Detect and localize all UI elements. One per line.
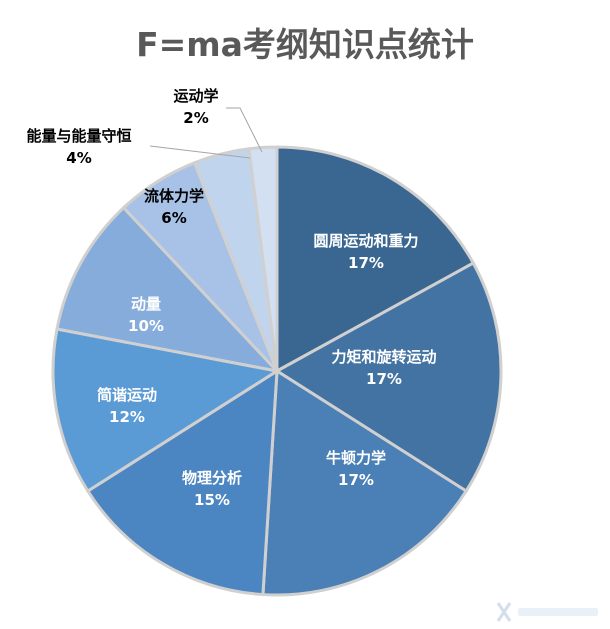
slice-label-name: 动量 (131, 295, 161, 313)
slice-label-value: 15% (194, 491, 230, 509)
leader-line-8 (149, 145, 251, 159)
slice-label-value: 17% (366, 370, 402, 388)
slice-label-name: 牛顿力学 (326, 449, 386, 467)
slice-label-6: 动量 10% (128, 295, 164, 335)
slice-label-name: 运动学 (173, 87, 218, 105)
pie-slice-6 (55, 206, 279, 373)
slice-label-8: 能量与能量守恒 4% (26, 127, 131, 167)
watermark-logo (496, 602, 598, 622)
pie-slice-4 (86, 369, 279, 597)
slice-label-2: 力矩和旋转运动 17% (331, 348, 436, 388)
slice-label-value: 17% (338, 471, 374, 489)
slice-labels: 圆周运动和重力 17% 力矩和旋转运动 17% 牛顿力学 17% 物理分析 15% 简谐运动 12… (26, 87, 436, 509)
slice-label-value: 10% (128, 317, 164, 335)
slice-label-name: 能量与能量守恒 (26, 127, 131, 145)
slice-label-value: 4% (66, 149, 91, 167)
chart-title: F=ma考纲知识点统计 (136, 25, 474, 64)
slice-label-name: 圆周运动和重力 (313, 232, 418, 250)
slice-label-value: 17% (348, 254, 384, 272)
slice-label-7: 流体力学 6% (144, 187, 204, 227)
slice-label-3: 牛顿力学 17% (326, 449, 386, 489)
pie-slices (51, 145, 503, 597)
slice-label-name: 简谐运动 (97, 386, 157, 404)
slice-label-9: 运动学 2% (173, 87, 218, 127)
slice-label-value: 12% (109, 408, 145, 426)
leader-line-9 (226, 107, 263, 153)
slice-label-5: 简谐运动 12% (97, 386, 157, 426)
slice-label-name: 流体力学 (144, 187, 204, 205)
slice-label-name: 力矩和旋转运动 (331, 348, 436, 366)
pie-slice-3 (261, 369, 468, 597)
pie-slice-5 (51, 327, 279, 493)
pie-slice-9 (247, 145, 279, 373)
slice-label-value: 2% (183, 109, 208, 127)
pie-slice-1 (275, 145, 475, 373)
slice-label-value: 6% (161, 209, 186, 227)
slice-label-4: 物理分析 15% (182, 469, 242, 509)
slice-label-name: 物理分析 (182, 469, 242, 487)
pie-slice-2 (275, 261, 503, 493)
leader-lines (149, 107, 263, 159)
slice-label-1: 圆周运动和重力 17% (313, 232, 418, 272)
